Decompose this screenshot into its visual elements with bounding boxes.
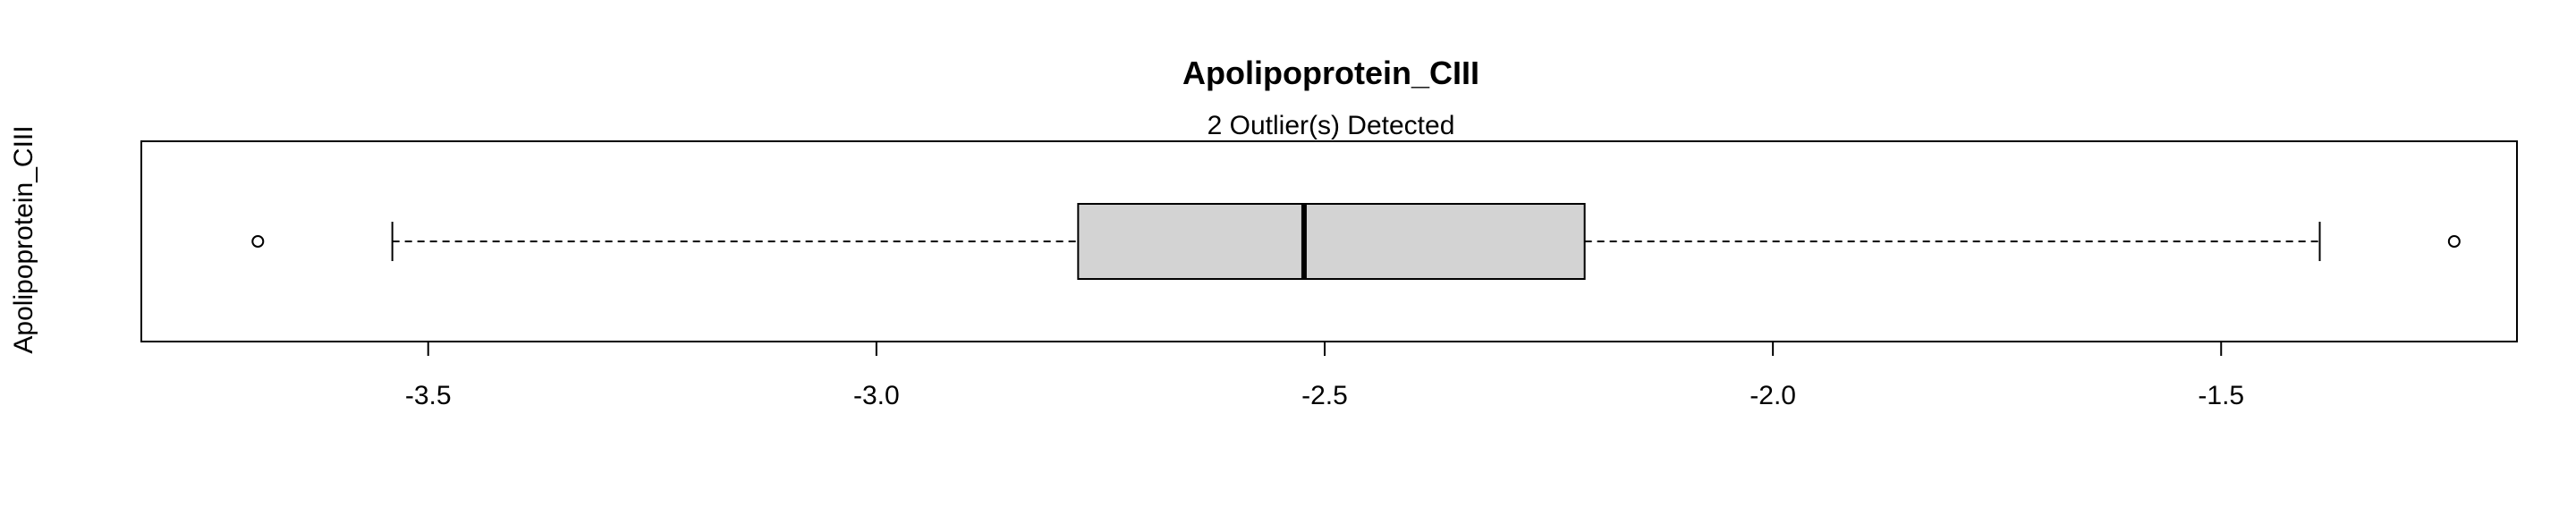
- chart-title: Apolipoprotein_CIII: [1182, 55, 1479, 91]
- chart-subtitle: 2 Outlier(s) Detected: [1208, 111, 1455, 140]
- x-tick-label: -2.5: [1301, 381, 1348, 410]
- x-tick-label: -2.0: [1750, 381, 1796, 410]
- outlier-point: [2447, 235, 2461, 248]
- iqr-box: [1077, 203, 1586, 280]
- outlier-point: [251, 235, 265, 248]
- y-axis-label: Apolipoprotein_CIII: [9, 125, 38, 353]
- outliers: [251, 235, 2461, 248]
- x-tick-label: -3.0: [853, 381, 900, 410]
- x-tick-label: -1.5: [2198, 381, 2244, 410]
- x-tick-label: -3.5: [405, 381, 452, 410]
- x-axis: -3.5 -3.0 -2.5 -2.0 -1.5: [405, 341, 2244, 410]
- box-group: [391, 203, 2321, 280]
